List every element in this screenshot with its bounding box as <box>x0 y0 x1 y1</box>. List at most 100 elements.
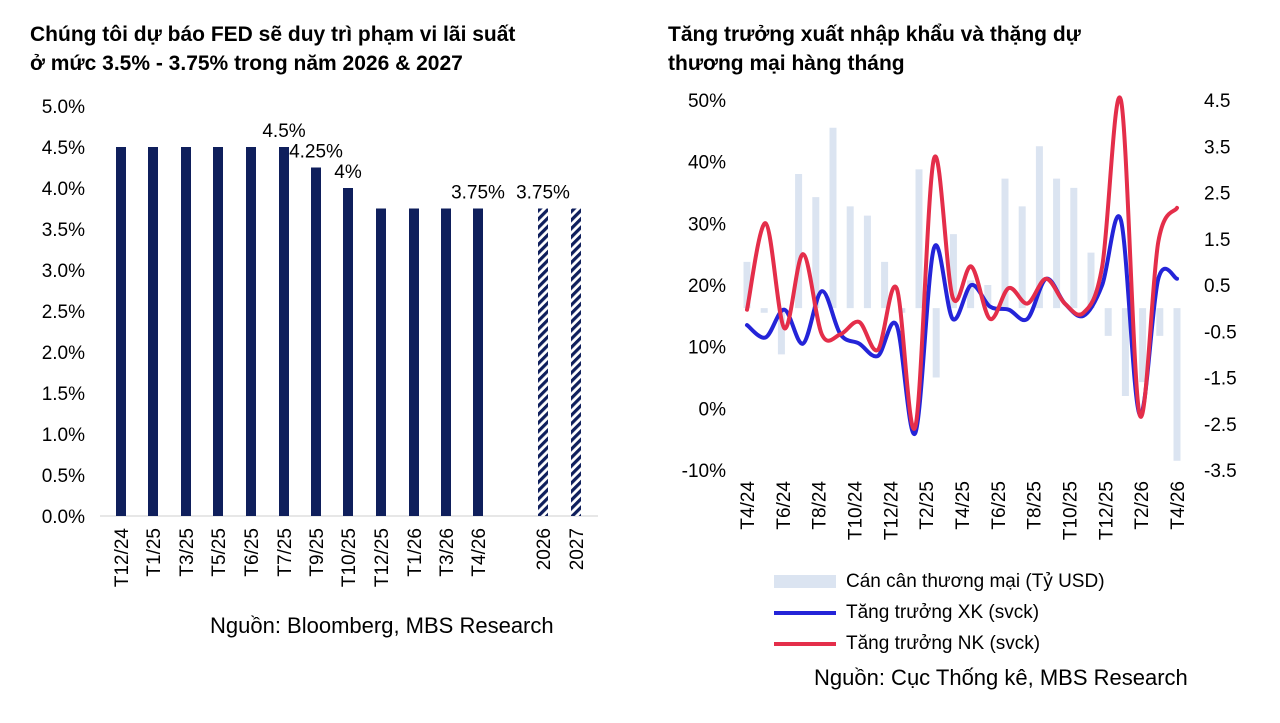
trade-balance-bar <box>1070 187 1078 309</box>
rate-bar <box>343 188 353 516</box>
y-tick-label: 4.5% <box>42 138 85 159</box>
y-tick-label: 2.5% <box>42 302 85 323</box>
x-tick-label: T3/26 <box>437 528 458 577</box>
rate-bar <box>441 208 451 516</box>
rate-bar <box>116 147 126 516</box>
right-y-tick-label: 3.5 <box>1204 137 1230 158</box>
trade-balance-bar <box>932 308 940 378</box>
x-tick-label: T1/25 <box>144 528 165 577</box>
trade-balance-bar <box>1156 308 1164 336</box>
bar-data-label: 4% <box>334 162 362 183</box>
trade-balance-bar <box>812 197 820 309</box>
right-chart-title-line1: Tăng trưởng xuất nhập khẩu và thặng dự <box>668 23 1081 46</box>
rate-bar <box>409 208 419 516</box>
y-tick-label: 0.5% <box>42 466 85 487</box>
left-y-tick-label: 20% <box>688 276 726 297</box>
rate-bar <box>376 208 386 516</box>
left-y-tick-label: -10% <box>682 461 726 482</box>
y-tick-label: 3.0% <box>42 261 85 282</box>
x-tick-label: T12/25 <box>372 528 393 587</box>
left-chart-title-line1: Chúng tôi dự báo FED sẽ duy trì phạm vi … <box>30 23 516 46</box>
x-tick-label: T2/25 <box>917 481 938 530</box>
left-y-tick-label: 0% <box>699 399 727 420</box>
x-tick-label: T4/26 <box>1168 481 1189 530</box>
legend-item-import: Tăng trưởng NK (svck) <box>774 628 1105 659</box>
left-y-tick-label: 10% <box>688 338 726 359</box>
trade-balance-bar <box>915 169 923 309</box>
rate-bar <box>311 167 321 516</box>
x-tick-label: T4/24 <box>738 481 759 530</box>
trade-balance-bar <box>1104 308 1112 336</box>
left-chart-source: Nguồn: Bloomberg, MBS Research <box>210 613 554 638</box>
x-tick-label: T6/24 <box>774 481 795 530</box>
right-y-tick-label: 0.5 <box>1204 276 1230 297</box>
trade-balance-bar <box>743 261 751 309</box>
export-growth-line <box>745 214 1179 436</box>
right-y-tick-label: 1.5 <box>1204 230 1230 251</box>
rate-bar <box>148 147 158 516</box>
trade-balance-bar <box>829 127 837 309</box>
rate-bar <box>213 147 223 516</box>
rate-bar <box>538 208 548 516</box>
trade-balance-bar <box>1121 308 1129 396</box>
fed-rate-bar-chart: 0.0% 0.5% 1.0% 1.5% 2.0% 2.5% 3.0% 3.5% 4.0% 4.5%… <box>42 97 598 588</box>
y-tick-label: 2.0% <box>42 343 85 364</box>
right-y-tick-label: 2.5 <box>1204 184 1230 205</box>
legend-swatch-import <box>774 641 836 646</box>
x-tick-label: 2026 <box>534 528 555 570</box>
left-y-tick-label: 40% <box>688 153 726 174</box>
legend-item-trade-balance: Cán cân thương mại (Tỷ USD) <box>774 566 1105 597</box>
trade-balance-bar <box>795 174 803 309</box>
x-tick-label: T12/24 <box>112 528 133 588</box>
right-y-tick-label: -2.5 <box>1204 415 1237 436</box>
right-chart-title-line2: thương mại hàng tháng <box>668 52 905 75</box>
right-y-tick-label: -1.5 <box>1204 369 1237 390</box>
bar-data-label: 3.75% <box>451 183 505 204</box>
x-tick-label: 2027 <box>567 528 588 570</box>
legend-label-trade-balance: Cán cân thương mại (Tỷ USD) <box>846 570 1105 592</box>
x-tick-label: T9/25 <box>307 528 328 577</box>
x-tick-label: T1/26 <box>405 528 426 577</box>
rate-bar <box>181 147 191 516</box>
y-tick-label: 0.0% <box>42 507 85 528</box>
y-tick-label: 1.5% <box>42 384 85 405</box>
rate-bar <box>571 208 581 516</box>
bar-data-label: 4.25% <box>289 142 343 163</box>
x-tick-label: T8/24 <box>810 481 831 530</box>
right-y-tick-label: -3.5 <box>1204 461 1237 482</box>
trade-balance-bar <box>760 308 768 313</box>
right-y-tick-label: -0.5 <box>1204 322 1237 343</box>
x-tick-label: T10/25 <box>1061 481 1082 540</box>
x-tick-label: T7/25 <box>275 528 296 577</box>
trade-balance-bar <box>1001 178 1009 309</box>
trade-balance-bar <box>1173 308 1181 461</box>
left-y-tick-label: 30% <box>688 214 726 235</box>
bar-data-label: 4.5% <box>262 121 305 142</box>
y-tick-label: 1.0% <box>42 425 85 446</box>
x-tick-label: T12/24 <box>881 481 902 541</box>
trade-balance-bar <box>1018 206 1026 309</box>
trade-balance-bar <box>967 280 975 309</box>
right-y-tick-label: 4.5 <box>1204 91 1230 112</box>
trade-balance-bar <box>1087 252 1095 309</box>
legend-label-export: Tăng trưởng XK (svck) <box>846 601 1040 623</box>
trade-balance-bar <box>1139 308 1147 383</box>
legend-swatch-trade-balance <box>774 575 836 588</box>
legend-swatch-export <box>774 610 836 615</box>
trade-balance-bar <box>949 234 957 309</box>
x-tick-label: T6/25 <box>989 481 1010 530</box>
x-tick-label: T4/25 <box>953 481 974 530</box>
trade-balance-bar <box>1035 146 1043 309</box>
x-tick-label: T10/24 <box>846 481 867 541</box>
x-tick-label: T2/26 <box>1132 481 1153 530</box>
rate-bar <box>279 147 289 516</box>
trade-balance-bar <box>846 206 854 309</box>
x-tick-label: T10/25 <box>339 528 360 587</box>
import-growth-line <box>745 95 1179 431</box>
y-tick-label: 3.5% <box>42 220 85 241</box>
y-tick-label: 5.0% <box>42 97 85 118</box>
x-tick-label: T5/25 <box>209 528 230 577</box>
trade-chart-legend: Cán cân thương mại (Tỷ USD) Tăng trưởng … <box>774 566 1105 659</box>
left-chart-title-line2: ở mức 3.5% - 3.75% trong năm 2026 & 2027 <box>30 52 463 75</box>
